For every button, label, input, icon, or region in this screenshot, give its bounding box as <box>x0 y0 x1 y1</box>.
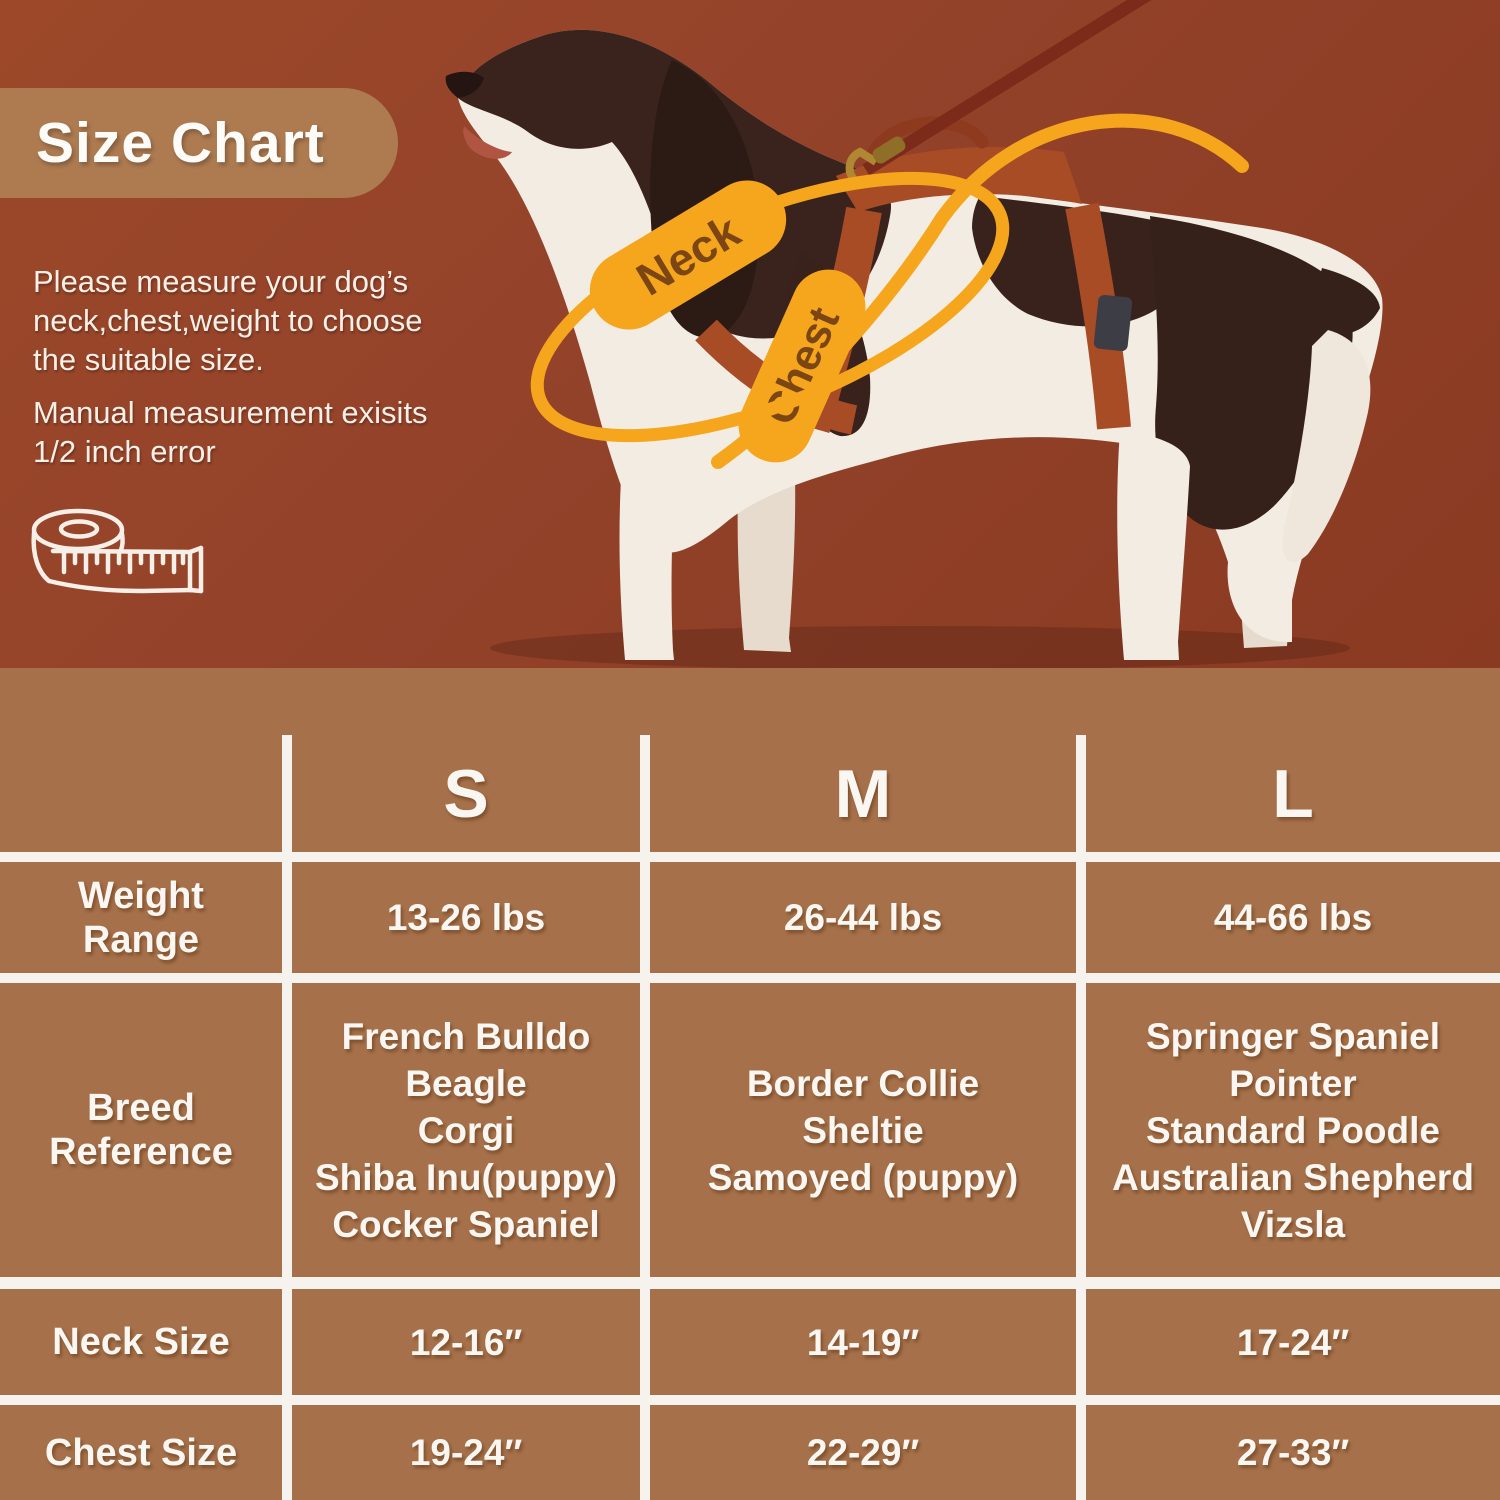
grid-line <box>640 735 650 1500</box>
cell-breed-s: French Bulldo Beagle Corgi Shiba Inu(pup… <box>314 1015 618 1245</box>
grid-line <box>0 973 1500 983</box>
tape-measure-icon <box>31 508 204 594</box>
cell-chest-l: 27-33″ <box>1236 1432 1350 1473</box>
grid-line <box>282 735 292 1500</box>
ground-shadow <box>490 626 1350 670</box>
grid-line <box>1076 735 1086 1500</box>
grid-line <box>0 1277 1500 1289</box>
cell-chest-m: 22-29″ <box>806 1432 920 1473</box>
cell-neck-m: 14-19″ <box>806 1321 920 1363</box>
dog-photo: Chest Neck <box>445 0 1383 670</box>
row-label-neck-size: Neck Size <box>52 1321 230 1363</box>
row-label-breed-reference: Breed Reference <box>49 1087 233 1173</box>
title-pill: Size Chart <box>0 88 398 198</box>
grid-line <box>0 1395 1500 1405</box>
size-table: S M L Weight Range 13-26 lbs 26-44 lbs 4… <box>0 668 1500 1500</box>
measurement-error-note: Manual measurement exisits 1/2 inch erro… <box>33 395 428 469</box>
size-column-header-s: S <box>443 755 489 832</box>
row-label-weight-range: Weight Range <box>78 874 204 961</box>
cell-weight-s: 13-26 lbs <box>386 897 546 938</box>
cell-chest-s: 19-24″ <box>409 1432 523 1473</box>
grid-line <box>0 852 1500 862</box>
size-column-header-m: M <box>834 755 892 832</box>
cell-weight-m: 26-44 lbs <box>783 897 943 938</box>
hero-section: Size Chart Please measure your dog’s nec… <box>0 0 1500 670</box>
size-column-header-l: L <box>1272 755 1314 832</box>
row-label-chest-size: Chest Size <box>44 1431 238 1474</box>
cell-weight-l: 44-66 lbs <box>1213 897 1373 938</box>
cell-breed-m: Border Collie Sheltie Samoyed (puppy) <box>707 1062 1019 1198</box>
cell-neck-l: 17-24″ <box>1236 1321 1350 1363</box>
page-title: Size Chart <box>36 111 325 175</box>
cell-breed-l: Springer Spaniel Pointer Standard Poodle… <box>1112 1015 1474 1245</box>
measure-instructions: Please measure your dog’s neck,chest,wei… <box>33 264 423 377</box>
cell-neck-s: 12-16″ <box>409 1321 523 1363</box>
